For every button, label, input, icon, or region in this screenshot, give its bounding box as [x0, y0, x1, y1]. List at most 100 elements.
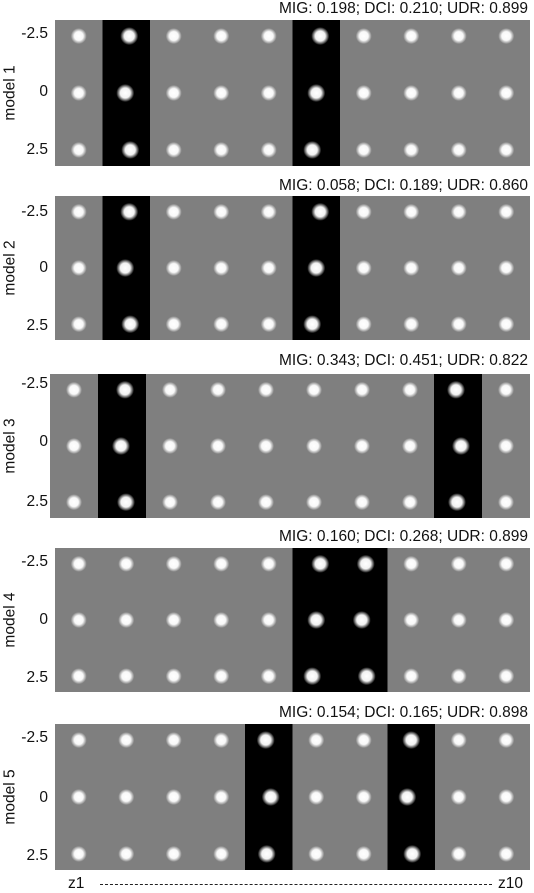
sprite-blob [498, 732, 515, 749]
traversal-grid [70, 20, 515, 166]
sprite-blob [448, 493, 466, 512]
sprite-blob [403, 316, 420, 333]
sprite-blob [355, 85, 372, 101]
sprite-blob [70, 203, 87, 220]
sprite-blob [165, 316, 182, 333]
sprite-blob [355, 845, 372, 862]
sprite-blob [498, 438, 514, 454]
sprite-blob [306, 438, 322, 454]
sprite-blob [165, 85, 182, 101]
traversal-grid [70, 548, 515, 692]
sprite-blob [403, 612, 420, 628]
tick-label: 0 [39, 259, 48, 276]
sprite-blob [213, 612, 230, 628]
sprite-blob [303, 315, 322, 334]
sprite-blob [118, 555, 135, 572]
sprite-blob [260, 28, 277, 45]
sprite-blob [450, 203, 467, 220]
sprite-blob [450, 668, 467, 685]
sprite-blob [450, 141, 467, 158]
sprite-blob [162, 438, 178, 454]
sprite-blob [118, 612, 135, 628]
sprite-blob [70, 28, 87, 45]
sprite-blob [213, 732, 230, 749]
sprite-blob [116, 259, 135, 277]
sprite-blob [66, 381, 82, 398]
sprite-blob [311, 202, 330, 221]
sprite-blob [165, 555, 182, 572]
sprite-blob [352, 611, 371, 629]
sprite-blob [260, 555, 277, 572]
traversal-image [50, 374, 530, 518]
traversal-grid [66, 374, 514, 518]
sprite-blob [260, 85, 277, 101]
tick-label: -2.5 [21, 553, 48, 570]
sprite-blob [261, 788, 280, 806]
sprite-blob [403, 203, 420, 220]
sprite-blob [402, 381, 418, 398]
sprite-blob [498, 381, 514, 398]
sprite-blob [355, 789, 372, 805]
sprite-blob [354, 438, 370, 454]
sprite-blob [213, 28, 230, 45]
sprite-blob [70, 260, 87, 276]
sprite-blob [308, 789, 325, 805]
sprite-blob [260, 668, 277, 685]
sprite-blob [403, 141, 420, 158]
sprite-blob [120, 27, 139, 46]
sprite-blob [260, 203, 277, 220]
sprite-blob [165, 203, 182, 220]
sprite-blob [308, 732, 325, 749]
sprite-blob [402, 494, 418, 511]
sprite-blob [118, 789, 135, 805]
sprite-blob [303, 140, 322, 159]
sprite-blob [213, 555, 230, 572]
sprite-blob [355, 28, 372, 45]
panel-model-1: MIG: 0.198; DCI: 0.210; UDR: 0.899 model… [0, 0, 534, 172]
sprite-blob [121, 315, 140, 334]
sprite-blob [450, 845, 467, 862]
sprite-blob [120, 202, 139, 221]
sprite-blob [165, 260, 182, 276]
sprite-blob [70, 732, 87, 749]
sprite-blob [116, 380, 134, 399]
sprite-blob [403, 28, 420, 45]
sprite-blob [260, 612, 277, 628]
traversal-grid [70, 196, 515, 340]
sprite-blob [498, 789, 515, 805]
sprite-blob [165, 789, 182, 805]
sprite-blob [355, 203, 372, 220]
sprite-blob [308, 845, 325, 862]
sprite-blob [118, 668, 135, 685]
sprite-blob [498, 845, 515, 862]
sprite-blob [70, 668, 87, 685]
sprite-blob [118, 732, 135, 749]
sprite-blob [306, 494, 322, 511]
sprite-blob [165, 28, 182, 45]
tick-label: 0 [39, 789, 48, 806]
sprite-blob [213, 668, 230, 685]
sprite-blob [213, 203, 230, 220]
tick-label: 2.5 [26, 669, 48, 686]
sprite-blob [450, 612, 467, 628]
tick-label: 2.5 [26, 317, 48, 334]
sprite-blob [307, 259, 326, 277]
sprite-blob [403, 85, 420, 101]
sprite-blob [354, 381, 370, 398]
sprite-blob [260, 141, 277, 158]
sprite-blob [311, 27, 330, 46]
sprite-blob [311, 554, 330, 573]
sprite-blob [213, 141, 230, 158]
sprite-blob [210, 381, 226, 398]
sprite-blob [213, 789, 230, 805]
sprite-blob [402, 438, 418, 454]
metrics-text: MIG: 0.198; DCI: 0.210; UDR: 0.899 [279, 0, 528, 17]
sprite-blob [260, 260, 277, 276]
tick-label: 0 [39, 433, 48, 450]
sprite-blob [116, 84, 135, 102]
sprite-blob [357, 667, 376, 686]
tick-label: -2.5 [21, 729, 48, 746]
x-axis-start-label: z1 [68, 875, 85, 892]
tick-label: 2.5 [26, 493, 48, 510]
sprite-blob [498, 85, 515, 101]
